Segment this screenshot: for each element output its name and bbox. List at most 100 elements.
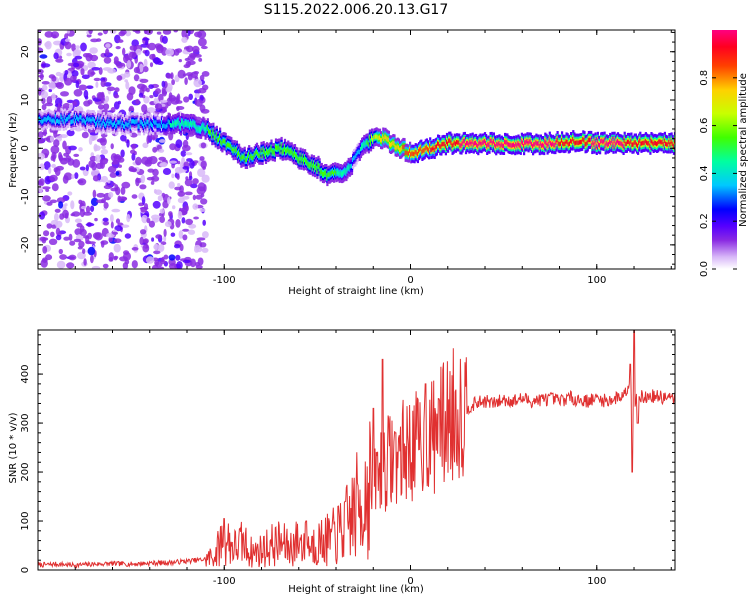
spectrogram-ridge-cell xyxy=(590,137,593,143)
spectrogram-noise-blob xyxy=(91,67,100,71)
spectrogram-frame xyxy=(37,29,676,270)
spectrogram-noise-blob xyxy=(117,195,122,203)
spectrogram-noise-blob xyxy=(159,99,168,103)
spectrogram-noise-blob xyxy=(192,178,199,185)
spectrogram-ridge-cell xyxy=(120,123,123,128)
spectrogram-ridge-cell xyxy=(524,140,527,145)
spectrogram-noise-blob xyxy=(139,63,144,73)
spectrogram-noise-blob xyxy=(78,84,88,91)
spectrogram-noise-blob xyxy=(72,100,77,106)
spectrogram-ridge-cell xyxy=(206,125,209,130)
spectrogram-ridge-cell xyxy=(543,143,546,149)
spectrogram-ridge-cell xyxy=(518,142,521,148)
spectrogram-noise-blob xyxy=(56,260,66,269)
spectrogram-ridge-cell xyxy=(110,120,113,125)
spectrogram-noise-blob xyxy=(95,154,101,163)
spectrogram-noise-blob xyxy=(167,196,171,205)
spectrogram-noise-blob xyxy=(117,157,125,163)
spectrogram-noise-blob xyxy=(73,89,83,97)
spectrogram-noise-blob xyxy=(193,216,200,220)
spectrogram-noise-blob xyxy=(95,162,104,170)
spectrogram-noise-blob xyxy=(154,103,163,110)
spectrogram-ridge-cell xyxy=(441,142,444,147)
spectrogram-noise-blob xyxy=(129,45,137,51)
spectrogram-noise-blob xyxy=(182,228,190,232)
spectrogram-ridge-cell xyxy=(219,134,222,139)
spectrogram-ridge-cell xyxy=(552,141,555,146)
spectrogram-noise-blob xyxy=(168,254,176,261)
spectrogram-noise-blob xyxy=(73,153,80,157)
spectrogram-xlabel: Height of straight line (km) xyxy=(288,286,424,297)
spectrogram-ridge-cell xyxy=(87,116,90,121)
spectrogram-noise-blob xyxy=(197,87,207,94)
spectrogram-noise-blob xyxy=(135,98,140,105)
spectrogram-ridge-cell xyxy=(289,149,292,155)
spectrogram-noise-blob xyxy=(116,75,123,81)
spectrogram-noise-blob xyxy=(51,93,56,101)
spectrogram-noise-blob xyxy=(163,235,167,242)
spectrogram-noise-blob xyxy=(38,138,45,144)
spectrogram-noise-blob xyxy=(94,217,98,222)
spectrogram-ridge-cell xyxy=(454,141,457,146)
spectrogram-noise-blob xyxy=(108,191,114,198)
spectrogram-noise-blob xyxy=(157,195,163,202)
spectrogram-noise-blob xyxy=(188,93,193,101)
spectrogram-noise-blob xyxy=(192,194,197,201)
spectrogram-noise-blob xyxy=(94,232,103,241)
spectrogram-noise-blob xyxy=(124,233,132,239)
spectrogram-noise-blob xyxy=(148,220,155,228)
spectrogram-noise-blob xyxy=(48,82,56,90)
spectrogram-noise-blob xyxy=(113,101,120,110)
colorbar-tick-label: 0.2 xyxy=(699,213,710,229)
spectrogram-noise-blob xyxy=(106,86,116,92)
spectrogram-noise-blob xyxy=(153,244,160,250)
spectrogram-ridge-cell xyxy=(200,127,203,133)
spectrogram-ridge-cell xyxy=(65,117,69,122)
spectrogram-noise-blob xyxy=(80,68,85,76)
spectrogram-noise-blob xyxy=(38,180,43,186)
spectrogram-noise-blob xyxy=(121,181,131,189)
colorbar-label: Normalized spectral amplitude xyxy=(738,73,749,227)
spectrogram-noise-blob xyxy=(146,135,150,145)
spectrogram-noise-blob xyxy=(75,80,80,89)
spectrogram-ridge-cell xyxy=(59,119,62,124)
spectrogram-noise-blob xyxy=(126,214,131,223)
spectrogram-ridge-cell xyxy=(467,141,470,146)
spectrogram-ridge-cell xyxy=(339,170,342,176)
spectrogram-noise-blob xyxy=(170,232,176,237)
spectrogram-y-tick-label: 0 xyxy=(20,145,31,151)
spectrogram-noise-blob xyxy=(48,238,58,245)
spectrogram-ylabel: Frequency (Hz) xyxy=(8,112,19,188)
spectrogram-noise-blob xyxy=(187,30,191,37)
spectrogram-ridge-cell xyxy=(372,137,375,143)
spectrogram-ridge-cell xyxy=(499,143,502,149)
spectrogram-noise-blob xyxy=(80,42,87,52)
spectrogram-noise-blob xyxy=(201,71,210,77)
spectrogram-ridge-cell xyxy=(276,145,279,151)
spectrogram-ridge-cell xyxy=(211,134,214,139)
spectrogram-noise-blob xyxy=(85,52,93,62)
spectrogram-noise-blob xyxy=(77,178,87,186)
spectrogram-noise-blob xyxy=(81,131,89,139)
spectrogram-noise-blob xyxy=(53,52,59,60)
snr-y-tick-label: 300 xyxy=(20,414,31,433)
spectrogram-noise-blob xyxy=(141,214,148,224)
spectrogram-marks xyxy=(38,30,675,269)
spectrogram-ridge-cell xyxy=(215,132,218,137)
spectrogram-noise-blob xyxy=(154,189,163,195)
spectrogram-noise-blob xyxy=(176,174,180,180)
spectrogram-noise-blob xyxy=(110,143,114,150)
spectrogram-ridge-cell xyxy=(623,138,626,143)
spectrogram-noise-blob xyxy=(39,163,45,171)
spectrogram-noise-blob xyxy=(141,104,148,113)
spectrogram-noise-blob xyxy=(161,256,165,263)
spectrogram-noise-blob xyxy=(126,139,130,148)
spectrogram-noise-blob xyxy=(93,77,101,82)
spectrogram-ridge-cell xyxy=(562,141,565,146)
spectrogram-noise-blob xyxy=(197,257,204,266)
spectrogram-ridge-cell xyxy=(174,120,177,126)
spectrogram-noise-blob xyxy=(110,187,119,192)
spectrogram-noise-blob xyxy=(114,87,120,93)
spectrogram-noise-blob xyxy=(197,30,207,39)
